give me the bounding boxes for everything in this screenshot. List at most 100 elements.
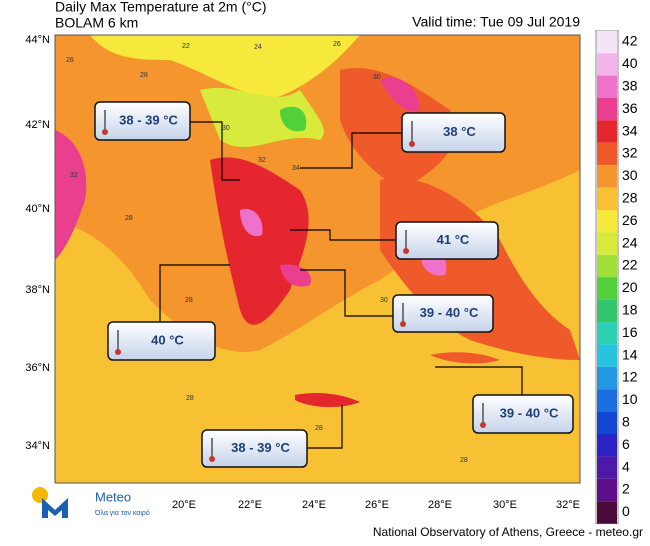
colorbar-label: 32 [622, 145, 638, 161]
callout: 38 - 39 °C [94, 101, 191, 141]
colorbar-label: 4 [622, 458, 630, 474]
thermometer-bulb [409, 141, 415, 147]
callout-text: 39 - 40 °C [500, 405, 559, 420]
lon-label: 26°E [365, 499, 389, 511]
lat-label: 42°N [25, 119, 50, 131]
colorbar-swatch [597, 322, 617, 345]
colorbar-swatch [597, 277, 617, 300]
map-label: 26 [333, 41, 341, 48]
thermometer-bulb [400, 321, 406, 327]
callout-box [395, 221, 499, 260]
colorbar-label: 22 [622, 257, 638, 273]
callout-text: 38 - 39 °C [119, 112, 178, 127]
hot-greece [210, 157, 309, 325]
thermometer-stem [402, 303, 404, 322]
callout-text: 38 - 39 °C [231, 440, 290, 455]
map-label: 22 [182, 43, 190, 50]
colorbar-label: 12 [622, 369, 638, 385]
lon-label: 30°E [493, 499, 517, 511]
colorbar-swatch [597, 411, 617, 434]
thermometer-stem [411, 121, 413, 142]
thermometer-bulb [480, 422, 486, 428]
callout-box [401, 112, 506, 153]
colorbar-label: 10 [622, 391, 638, 407]
lon-label: 20°E [172, 499, 196, 511]
valid-time: Valid time: Tue 09 Jul 2019 [412, 14, 580, 30]
thermometer-stem [405, 230, 407, 249]
cool-north [90, 35, 360, 100]
callout-text: 41 °C [437, 232, 470, 247]
hot-core [240, 209, 263, 237]
logo: Meteo Όλα για τον καιρό [32, 487, 150, 518]
logo-name: Meteo [95, 489, 131, 504]
hot-italy [55, 130, 87, 260]
colorbar-swatch [597, 456, 617, 479]
colorbar-label: 38 [622, 78, 638, 94]
colorbar-swatch [597, 142, 617, 166]
colorbar-swatch [597, 434, 617, 457]
map-label: 30 [373, 74, 381, 81]
callout: 40 °C [107, 321, 216, 361]
colorbar-label: 14 [622, 346, 638, 362]
thermometer-stem [117, 330, 119, 350]
colorbar-label: 0 [622, 503, 630, 519]
thermometer-stem [211, 438, 213, 457]
colorbar-swatch [597, 98, 617, 121]
lon-label: 22°E [238, 499, 262, 511]
lat-label: 40°N [25, 203, 50, 215]
colorbar-label: 42 [622, 33, 638, 49]
colorbar-swatch [597, 165, 617, 188]
colorbar-label: 26 [622, 212, 638, 228]
thermometer-bulb [209, 456, 215, 462]
map-label: 28 [460, 457, 468, 464]
callout-box [94, 101, 191, 141]
map-frame [54, 34, 581, 484]
callout-box [201, 429, 308, 468]
thermometer-bulb [115, 349, 121, 355]
logo-mark [42, 498, 68, 518]
footer: National Observatory of Athens, Greece -… [373, 525, 643, 539]
map-labels: 26 22 24 26 30 28 32 28 30 32 34 28 30 28 28 28 [66, 41, 468, 464]
lat-label: 44°N [25, 34, 50, 46]
callout-text: 39 - 40 °C [420, 305, 479, 320]
map-label: 32 [258, 157, 266, 164]
crete [295, 392, 360, 408]
colorbar-label: 2 [622, 481, 630, 497]
colorbar-swatch [597, 299, 617, 322]
colorbar-label: 20 [622, 279, 638, 295]
lat-label: 34°N [25, 440, 50, 452]
colorbar-swatch [597, 53, 617, 76]
title: Daily Max Temperature at 2m (°C) [55, 0, 267, 15]
colorbar-swatch [597, 232, 617, 255]
hot-core [380, 77, 420, 111]
colorbar-swatch [597, 254, 617, 278]
callout-box [107, 321, 216, 361]
map-label: 26 [66, 57, 74, 64]
thermometer-bulb [102, 129, 108, 135]
lon-label: 28°E [428, 499, 452, 511]
map-label: 28 [315, 425, 323, 432]
colorbar-swatch [597, 344, 617, 367]
callout: 38 - 39 °C [201, 429, 308, 468]
map-label: 30 [222, 125, 230, 132]
callout-box [472, 394, 574, 434]
callout: 39 - 40 °C [472, 394, 574, 434]
highland [200, 87, 324, 148]
colorbar-label: 36 [622, 100, 638, 116]
mountains [280, 106, 307, 132]
colorbar-label: 8 [622, 414, 630, 430]
logo-tagline: Όλα για τον καιρό [94, 509, 150, 517]
callouts: 38 - 39 °C 38 °C 41 °C 39 - 40 °C 40 °C 39 - … [94, 101, 574, 468]
colorbar-swatch [597, 120, 617, 143]
colorbar-swatch [597, 366, 617, 390]
colorbar-label: 40 [622, 55, 638, 71]
logo-sun [32, 487, 48, 503]
lat-label: 36°N [25, 362, 50, 374]
colorbar-label: 34 [622, 122, 638, 138]
model: BOLAM 6 km [55, 15, 138, 31]
colorbar-label: 28 [622, 190, 638, 206]
rhodes [430, 352, 500, 364]
